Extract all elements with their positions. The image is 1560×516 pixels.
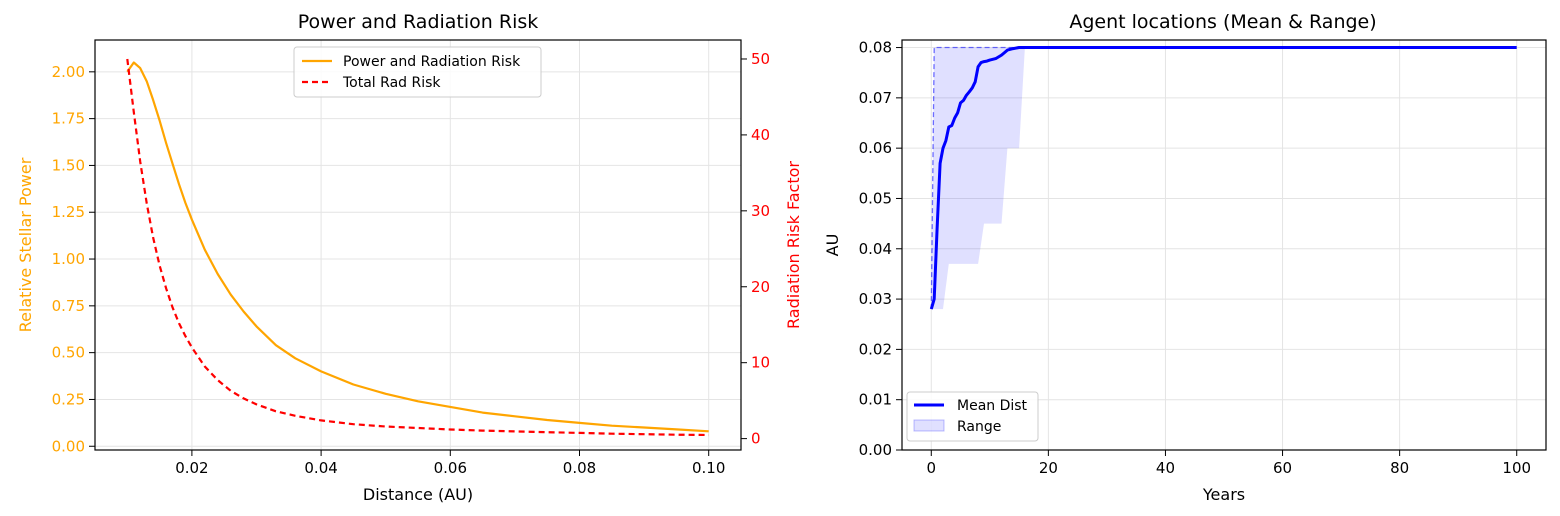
range-band bbox=[931, 47, 1517, 310]
chart1-right-y-tick-label: 50 bbox=[751, 50, 770, 68]
chart1-legend: Power and Radiation Risk Total Rad Risk bbox=[293, 46, 542, 98]
chart1-right-y-axis-label: Radiation Risk Factor bbox=[784, 161, 803, 329]
chart1-x-tick-label: 0.02 bbox=[175, 459, 208, 477]
chart2-y-tick-label: 0.00 bbox=[859, 441, 892, 459]
chart2-x-tick-label: 60 bbox=[1273, 459, 1292, 477]
chart2-x-tick-label: 100 bbox=[1502, 459, 1531, 477]
chart1-right-y-tick-label: 10 bbox=[751, 354, 770, 372]
chart2-series bbox=[929, 46, 1517, 310]
chart1-left-y-tick-label: 1.25 bbox=[52, 203, 85, 221]
chart1-left-y-tick-label: 0.00 bbox=[52, 437, 85, 455]
chart1-grid bbox=[95, 40, 741, 450]
legend-swatch-range bbox=[913, 419, 945, 432]
chart1-left-y-tick-label: 2.00 bbox=[52, 63, 85, 81]
legend-label-total-rad: Total Rad Risk bbox=[342, 75, 441, 91]
chart1-right-y-tick-label: 0 bbox=[751, 430, 761, 448]
chart1-x-tick-label: 0.06 bbox=[434, 459, 467, 477]
chart2-x-tick-label: 80 bbox=[1390, 459, 1409, 477]
chart2-x-ticks: 0 20 40 60 80 100 bbox=[926, 450, 1531, 477]
chart1-right-y-tick-label: 20 bbox=[751, 278, 770, 296]
chart1-left-y-tick-label: 1.00 bbox=[52, 250, 85, 268]
chart1-plot-frame bbox=[94, 39, 742, 451]
legend-label-range: Range bbox=[957, 419, 1001, 435]
chart1-left-y-tick-label: 0.50 bbox=[52, 344, 85, 362]
chart1-x-ticks: 0.02 0.04 0.06 0.08 0.10 bbox=[175, 450, 725, 477]
legend-label-power: Power and Radiation Risk bbox=[343, 54, 521, 70]
agent-locations-chart: Agent locations (Mean & Range) 0 20 40 60 80… bbox=[823, 11, 1547, 504]
chart1-x-tick-label: 0.04 bbox=[304, 459, 337, 477]
chart2-y-tick-label: 0.04 bbox=[859, 240, 892, 258]
chart1-left-y-tick-label: 1.75 bbox=[52, 110, 85, 128]
total-rad-risk-line bbox=[126, 58, 709, 437]
chart2-y-ticks: 0.00 0.01 0.02 0.03 0.04 0.05 0.06 0.07 0.08 bbox=[859, 39, 902, 459]
chart2-y-tick-label: 0.02 bbox=[859, 340, 892, 358]
chart1-x-axis-label: Distance (AU) bbox=[363, 485, 473, 504]
chart2-x-tick-label: 40 bbox=[1156, 459, 1175, 477]
chart1-left-y-tick-label: 0.25 bbox=[52, 390, 85, 408]
chart2-title: Agent locations (Mean & Range) bbox=[1069, 11, 1376, 33]
chart2-y-axis-label: AU bbox=[823, 234, 842, 257]
chart2-y-tick-label: 0.08 bbox=[859, 39, 892, 57]
chart1-series bbox=[126, 58, 709, 437]
chart2-y-tick-label: 0.01 bbox=[859, 391, 892, 409]
chart1-title: Power and Radiation Risk bbox=[298, 11, 539, 33]
chart2-legend: Mean Dist Range bbox=[906, 391, 1039, 442]
chart2-x-tick-label: 0 bbox=[926, 459, 936, 477]
chart2-x-tick-label: 20 bbox=[1039, 459, 1058, 477]
chart2-y-tick-label: 0.03 bbox=[859, 290, 892, 308]
chart1-left-y-axis-label: Relative Stellar Power bbox=[16, 157, 35, 332]
chart2-y-tick-label: 0.07 bbox=[859, 89, 892, 107]
mean-dist-line bbox=[929, 46, 1517, 310]
chart1-right-y-tick-label: 30 bbox=[751, 202, 770, 220]
chart1-right-y-ticks: 0 10 20 30 40 50 bbox=[741, 50, 770, 448]
chart1-right-y-tick-label: 40 bbox=[751, 126, 770, 144]
chart2-x-axis-label: Years bbox=[1202, 485, 1245, 504]
range-max-line bbox=[930, 46, 1025, 310]
chart1-left-y-ticks: 0.00 0.25 0.50 0.75 1.00 1.25 1.50 1.75 2.00 bbox=[52, 63, 95, 455]
chart1-left-y-tick-label: 0.75 bbox=[52, 297, 85, 315]
chart2-y-tick-label: 0.06 bbox=[859, 139, 892, 157]
chart1-legend-box bbox=[293, 46, 542, 98]
chart1-x-tick-label: 0.10 bbox=[692, 459, 725, 477]
chart2-plot-frame bbox=[901, 39, 1547, 451]
legend-label-mean-dist: Mean Dist bbox=[957, 398, 1028, 414]
chart1-x-tick-label: 0.08 bbox=[563, 459, 596, 477]
power-radiation-chart: Power and Radiation Risk 0.02 0.04 0.06 0.0… bbox=[16, 11, 803, 504]
chart2-y-tick-label: 0.05 bbox=[859, 189, 892, 207]
chart1-left-y-tick-label: 1.50 bbox=[52, 156, 85, 174]
power-radiation-risk-line bbox=[126, 61, 709, 433]
